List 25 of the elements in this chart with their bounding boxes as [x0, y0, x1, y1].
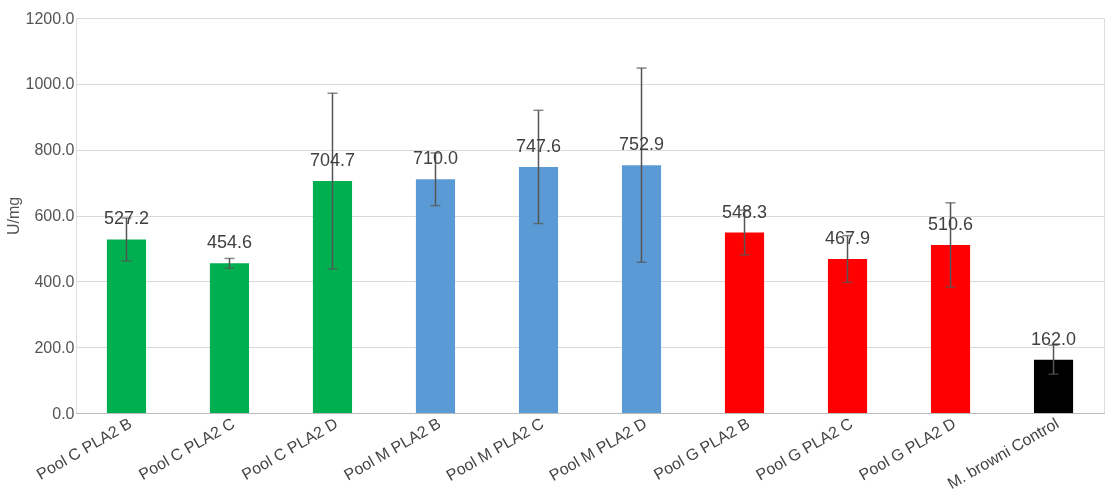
data-label: 467.9 — [824, 227, 871, 248]
y-tick-label: 0.0 — [52, 404, 75, 422]
bar — [209, 263, 250, 413]
bar — [518, 166, 559, 413]
bar — [827, 258, 868, 413]
bar — [1033, 359, 1074, 413]
data-label: 454.6 — [206, 232, 252, 253]
bar — [415, 179, 456, 413]
bar — [106, 239, 147, 413]
y-axis-title: U/mg — [4, 196, 22, 236]
y-tick-label: 200.0 — [34, 338, 75, 356]
data-label: 548.3 — [721, 201, 768, 222]
bar — [312, 181, 353, 413]
y-tick-label: 400.0 — [34, 272, 75, 290]
y-tick-label: 1200.0 — [25, 9, 75, 27]
bar — [724, 232, 765, 413]
bar — [621, 165, 662, 413]
y-tick-label: 1000.0 — [25, 75, 75, 93]
y-tick-label: 600.0 — [34, 207, 75, 224]
bar — [930, 244, 971, 413]
x-tick-label: Pool G PLA2 B — [650, 414, 753, 484]
data-label: 527.2 — [103, 208, 149, 229]
x-tick-label: Pool M PLA2 B — [341, 414, 444, 484]
y-tick-label: 800.0 — [34, 141, 75, 159]
data-label: 162.0 — [1031, 328, 1077, 349]
